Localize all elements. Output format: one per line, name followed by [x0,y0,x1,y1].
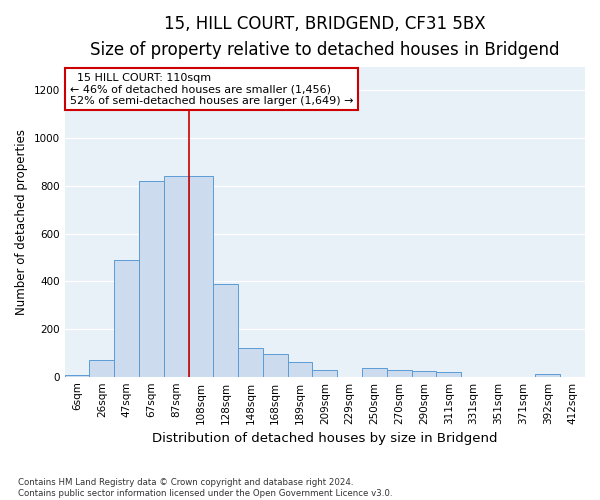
Bar [238,348,263,376]
Text: 15 HILL COURT: 110sqm
← 46% of detached houses are smaller (1,456)
52% of semi-d: 15 HILL COURT: 110sqm ← 46% of detached … [70,72,353,106]
Bar [164,176,188,376]
Bar [387,370,412,376]
Bar [114,260,139,376]
Title: 15, HILL COURT, BRIDGEND, CF31 5BX
Size of property relative to detached houses : 15, HILL COURT, BRIDGEND, CF31 5BX Size … [90,15,560,60]
Bar [362,368,387,376]
Bar [263,354,287,376]
Bar [436,372,461,376]
Text: Contains HM Land Registry data © Crown copyright and database right 2024.
Contai: Contains HM Land Registry data © Crown c… [18,478,392,498]
Bar [214,284,238,376]
Bar [535,374,560,376]
Bar [313,370,337,376]
X-axis label: Distribution of detached houses by size in Bridgend: Distribution of detached houses by size … [152,432,497,445]
Y-axis label: Number of detached properties: Number of detached properties [15,128,28,314]
Bar [412,370,436,376]
Bar [89,360,114,376]
Bar [139,181,164,376]
Bar [188,176,214,376]
Bar [287,362,313,376]
